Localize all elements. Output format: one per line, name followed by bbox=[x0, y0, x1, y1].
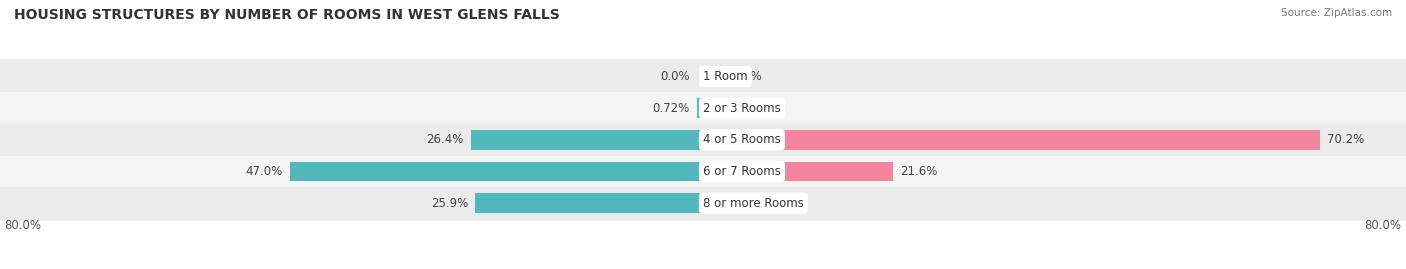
Text: 2 or 3 Rooms: 2 or 3 Rooms bbox=[703, 102, 780, 115]
Text: 5.7%: 5.7% bbox=[761, 197, 790, 210]
Text: 0.72%: 0.72% bbox=[652, 102, 690, 115]
Text: 0.0%: 0.0% bbox=[716, 102, 745, 115]
Text: 26.4%: 26.4% bbox=[426, 133, 464, 146]
Text: Source: ZipAtlas.com: Source: ZipAtlas.com bbox=[1281, 8, 1392, 18]
Bar bbox=[0, 124, 1406, 156]
Bar bbox=[0, 187, 1406, 219]
Text: 6 or 7 Rooms: 6 or 7 Rooms bbox=[703, 165, 780, 178]
Text: 21.6%: 21.6% bbox=[900, 165, 938, 178]
Bar bbox=[471, 130, 703, 150]
Bar bbox=[703, 193, 754, 213]
Text: 0.0%: 0.0% bbox=[661, 70, 690, 83]
Text: 4 or 5 Rooms: 4 or 5 Rooms bbox=[703, 133, 780, 146]
Text: 25.9%: 25.9% bbox=[432, 197, 468, 210]
Text: 47.0%: 47.0% bbox=[246, 165, 283, 178]
Text: HOUSING STRUCTURES BY NUMBER OF ROOMS IN WEST GLENS FALLS: HOUSING STRUCTURES BY NUMBER OF ROOMS IN… bbox=[14, 8, 560, 22]
Bar bbox=[697, 98, 703, 118]
Text: 80.0%: 80.0% bbox=[4, 219, 41, 232]
Text: 8 or more Rooms: 8 or more Rooms bbox=[703, 197, 804, 210]
Text: 80.0%: 80.0% bbox=[1365, 219, 1402, 232]
Bar bbox=[0, 93, 1406, 124]
Bar bbox=[0, 156, 1406, 187]
Text: 70.2%: 70.2% bbox=[1327, 133, 1364, 146]
Bar bbox=[0, 61, 1406, 93]
Text: 2.5%: 2.5% bbox=[733, 70, 762, 83]
Bar bbox=[475, 193, 703, 213]
Text: 1 Room: 1 Room bbox=[703, 70, 748, 83]
Bar bbox=[703, 130, 1320, 150]
Bar bbox=[703, 162, 893, 181]
Bar bbox=[290, 162, 703, 181]
Bar bbox=[703, 67, 725, 86]
